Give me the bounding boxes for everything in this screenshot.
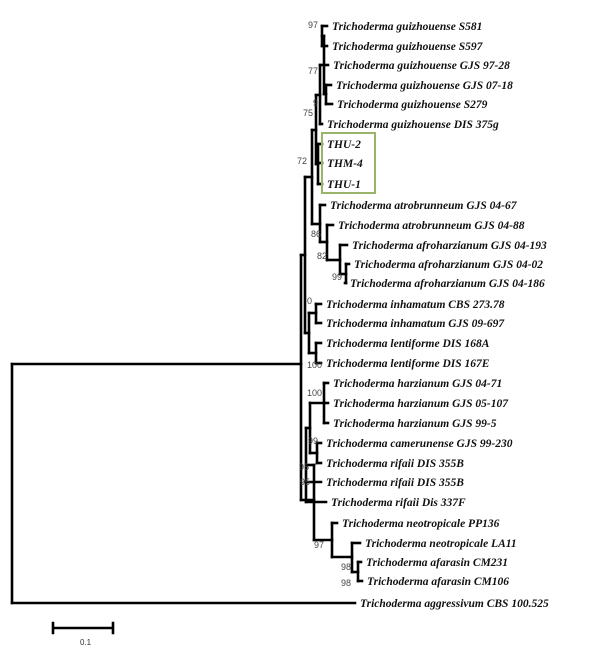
taxon-label: Trichoderma guizhouense S597 [332,41,484,53]
taxon-label: Trichoderma harzianum GJS 05-107 [333,398,509,410]
taxon-label: Trichoderma afarasin CM106 [367,576,509,588]
bootstrap-value: 100 [307,388,322,398]
bootstrap-value: 86 [311,229,321,239]
taxon-label: Trichoderma inhamatum CBS 273.78 [326,299,505,311]
taxon-label: Trichoderma guizhouense GJS 97-28 [333,60,510,72]
scale-bar-label: 0.1 [80,638,92,647]
taxon-label: Trichoderma atrobrunneum GJS 04-67 [330,200,518,212]
bootstrap-value: 72 [297,156,307,166]
bootstrap-value: 98 [341,578,351,588]
taxon-label: THU-2 [327,139,361,151]
taxon-label: Trichoderma harzianum GJS 04-71 [333,378,502,390]
bootstrap-value: 97 [314,540,324,550]
bootstrap-value: 100 [307,360,322,370]
taxon-label: Trichoderma rifaii Dis 337F [331,497,466,509]
taxon-label: Trichoderma inhamatum GJS 09-697 [326,318,505,330]
bootstrap-values: 97 77 975 72 86 82 99 0 100 100 99 95 95 97 98 98 [297,20,351,588]
taxon-label: Trichoderma afroharzianum GJS 04-186 [350,278,545,290]
taxon-label: Trichoderma rifaii DIS 355B [326,458,464,470]
query-strains-highlight-box [321,132,376,194]
bootstrap-value: 95 [299,462,309,472]
bootstrap-value: 9 [313,98,318,108]
scale-bar: 0.1 [51,621,115,647]
scale-bar-line [51,621,115,635]
bootstrap-value: 82 [317,251,327,261]
taxon-label: Trichoderma atrobrunneum GJS 04-88 [338,220,525,232]
taxon-label: Trichoderma afroharzianum GJS 04-193 [352,240,547,252]
bootstrap-value: 98 [341,562,351,572]
taxon-label: Trichoderma lentiforme DIS 167E [326,358,490,370]
taxon-label: Trichoderma guizhouense S581 [332,21,482,33]
bootstrap-value: 99 [308,436,318,446]
taxon-label: Trichoderma rifaii DIS 355B [326,477,464,489]
bootstrap-value: 75 [303,108,313,118]
taxon-label: Trichoderma camerunense GJS 99-230 [326,438,513,450]
taxon-label: Trichoderma guizhouense S279 [337,99,488,111]
taxon-labels: Trichoderma guizhouense S581 Trichoderma … [326,21,549,610]
taxon-label: THU-1 [327,179,361,191]
bootstrap-value: 97 [308,20,318,30]
taxon-label: Trichoderma harzianum GJS 99-5 [333,418,497,430]
bootstrap-value: 99 [332,272,342,282]
taxon-label: Trichoderma guizhouense GJS 07-18 [336,80,513,92]
taxon-label: Trichoderma neotropicale LA11 [365,538,517,550]
taxon-label: Trichoderma guizhouense DIS 375g [327,119,499,131]
bootstrap-value: 77 [308,66,318,76]
taxon-label: THM-4 [327,158,363,170]
taxon-label: Trichoderma neotropicale PP136 [342,518,500,530]
taxon-label: Trichoderma aggressivum CBS 100.525 [360,598,549,610]
bootstrap-value: 95 [300,477,310,487]
tree-branches [10,24,364,605]
taxon-label: Trichoderma lentiforme DIS 168A [326,338,490,350]
bootstrap-value: 0 [307,296,312,306]
taxon-label: Trichoderma afroharzianum GJS 04-02 [354,259,543,271]
taxon-label: Trichoderma afarasin CM231 [366,557,508,569]
